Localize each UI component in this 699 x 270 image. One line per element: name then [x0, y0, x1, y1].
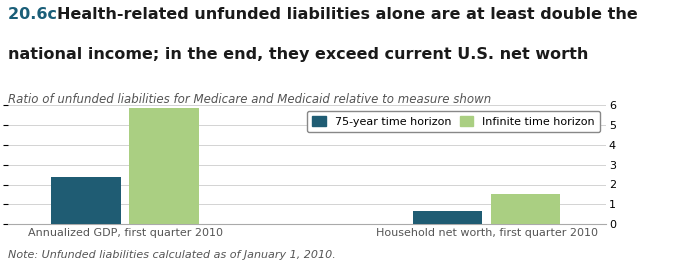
Bar [491, 194, 560, 224]
Text: Health-related unfunded liabilities alone are at least double the: Health-related unfunded liabilities alon… [57, 7, 638, 22]
Text: 20.6c: 20.6c [8, 7, 69, 22]
Legend: 75-year time horizon, Infinite time horizon: 75-year time horizon, Infinite time hori… [307, 111, 600, 132]
Bar [129, 108, 199, 224]
Bar [413, 211, 482, 224]
Text: national income; in the end, they exceed current U.S. net worth: national income; in the end, they exceed… [8, 47, 589, 62]
Bar [52, 177, 121, 224]
Text: Ratio of unfunded liabilities for Medicare and Medicaid relative to measure show: Ratio of unfunded liabilities for Medica… [8, 93, 491, 106]
Text: Note: Unfunded liabilities calculated as of January 1, 2010.: Note: Unfunded liabilities calculated as… [8, 250, 336, 260]
